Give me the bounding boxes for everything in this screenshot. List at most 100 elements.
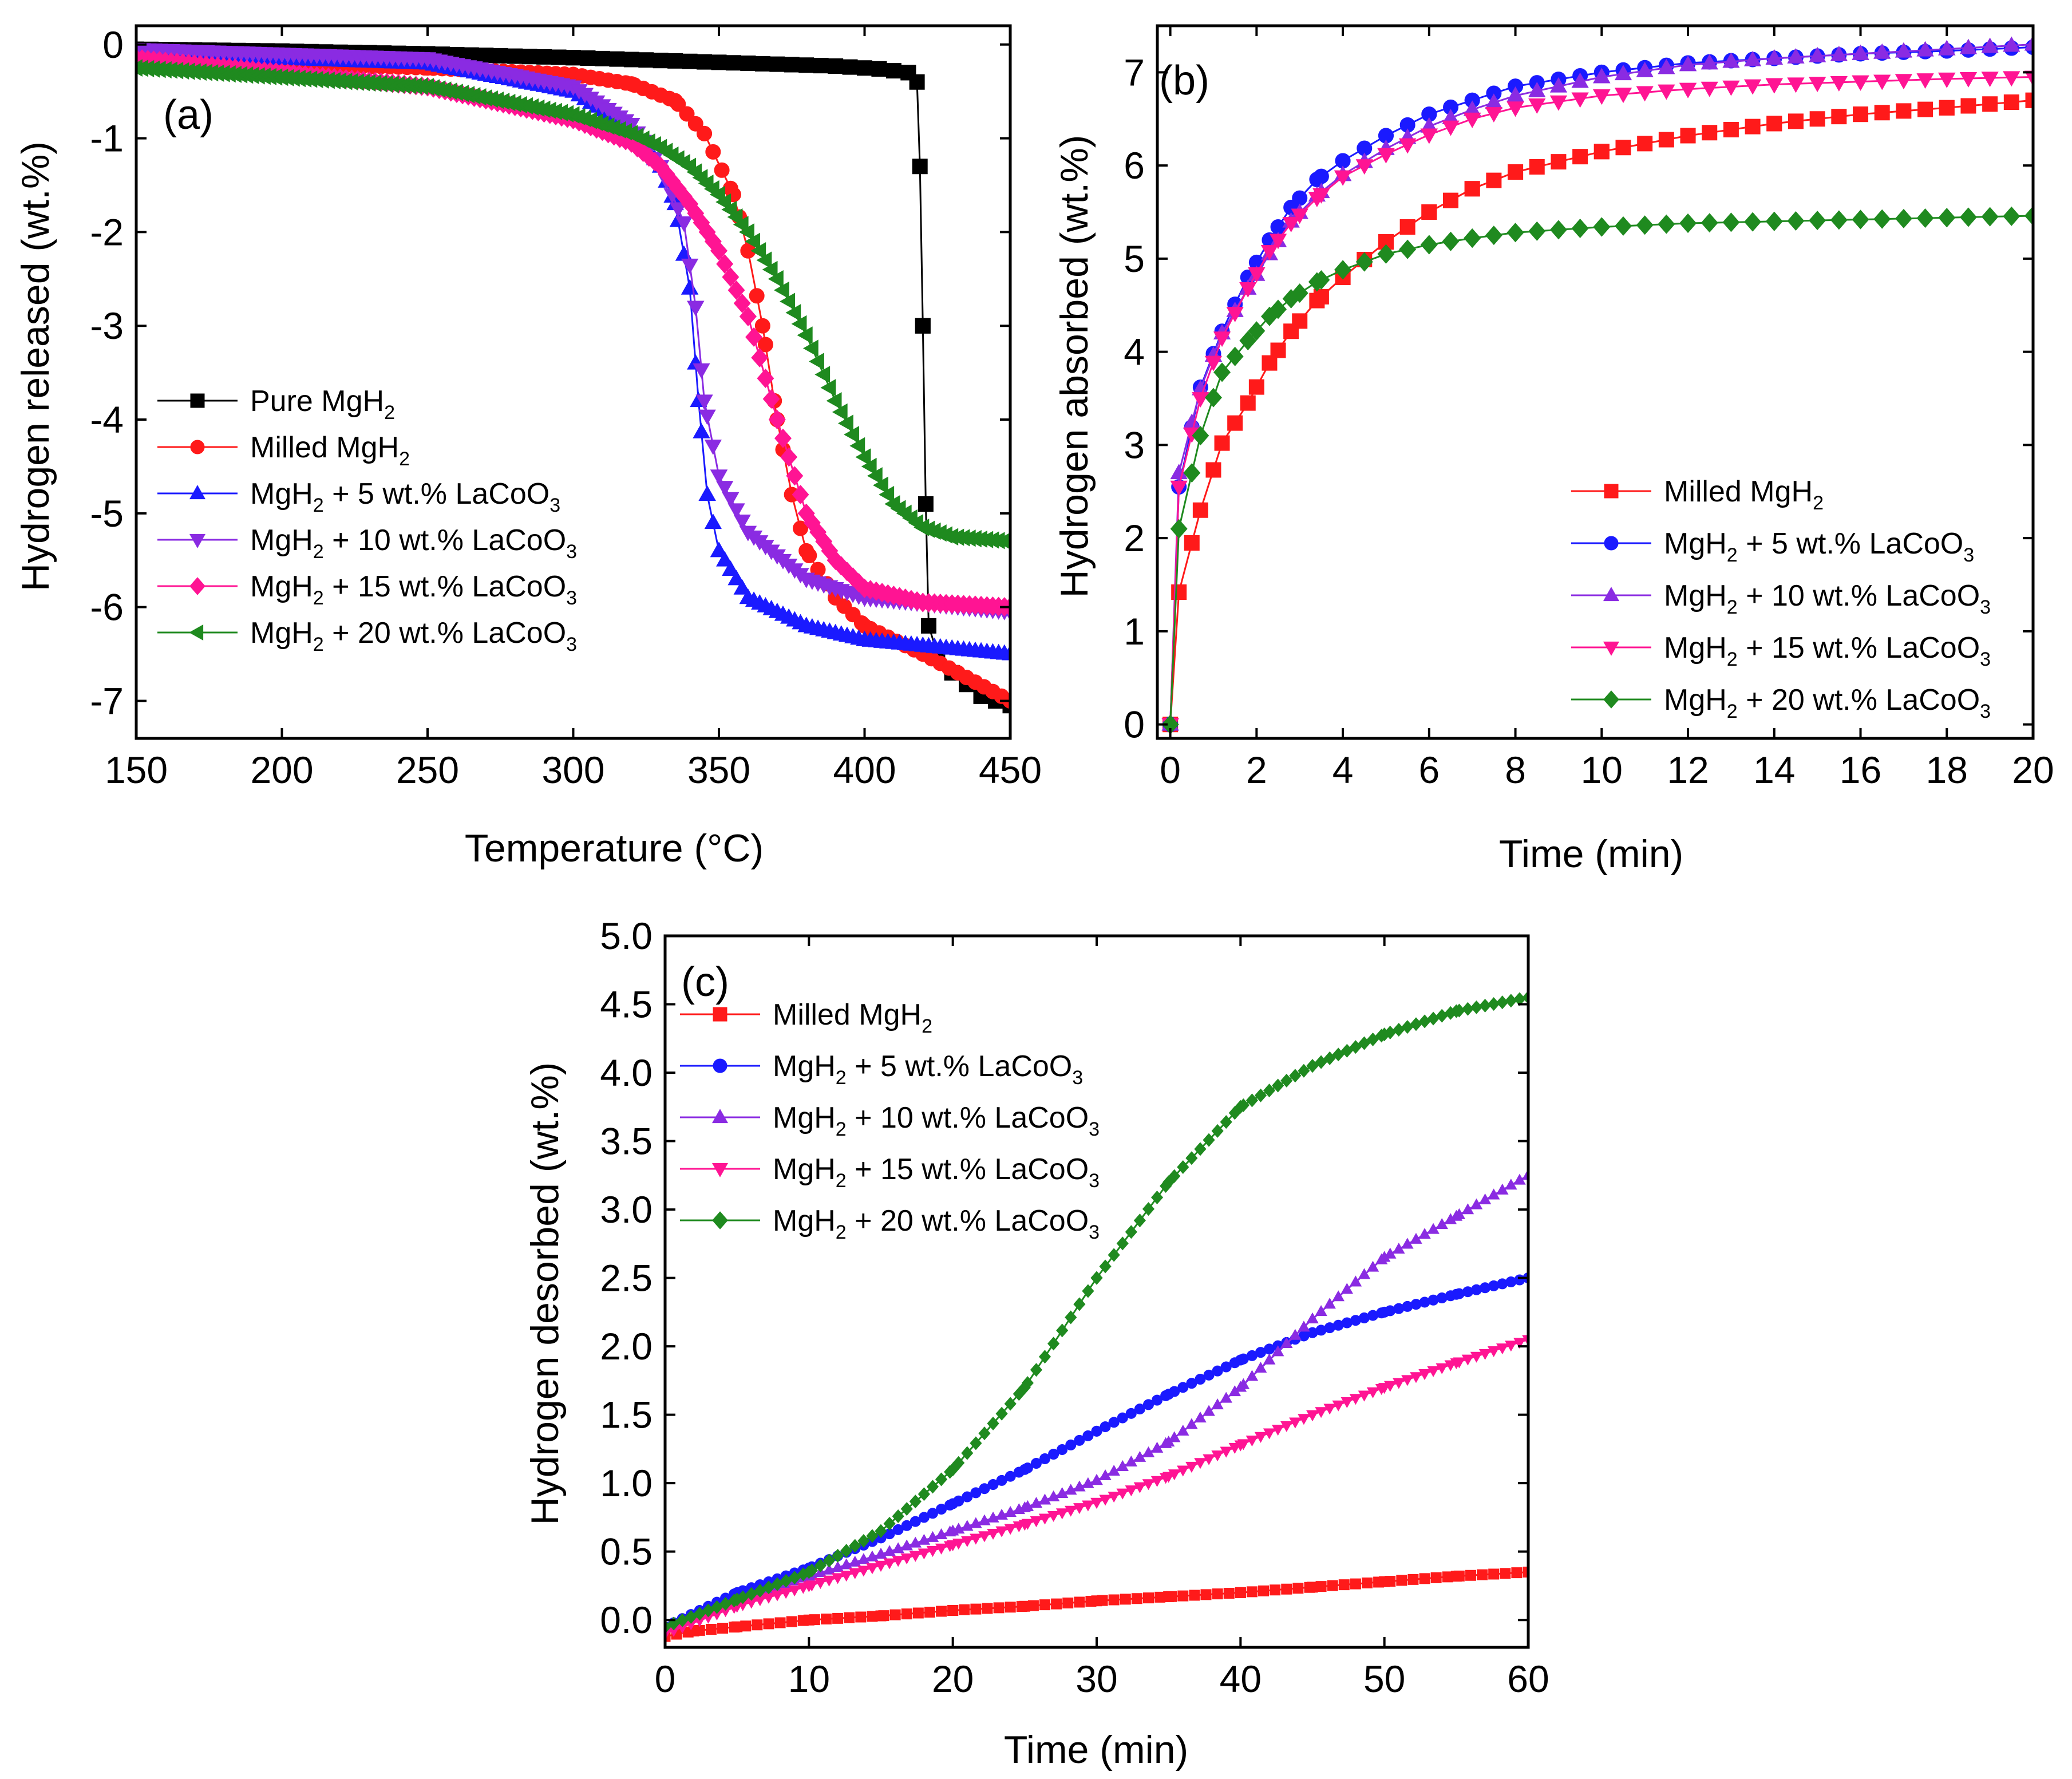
panel-a-series-3-point [687, 301, 705, 317]
panel-b-series-group [1161, 35, 2033, 734]
panel-a-series-0-point [521, 49, 537, 65]
panel-b-series-3-point [1701, 81, 1718, 97]
panel-b-y-tick-label: 6 [1124, 144, 1145, 187]
panel-c-series-3-point [1298, 1414, 1310, 1425]
panel-a-series-5-point [791, 315, 807, 333]
panel-c-series-3-point [892, 1556, 904, 1567]
panel-a-series-2-point [733, 579, 751, 595]
panel-c-x-tick-label: 10 [788, 1658, 830, 1700]
panel-a-plot: 150 200 250 300 350 400 450 0 -1 -2 -3 -4 -5 -6 -7 Pure… [90, 23, 1042, 791]
panel-b-series-0-point [1421, 204, 1437, 220]
panel-c-series-3-point [1099, 1495, 1112, 1506]
panel-c-series-0-point [1327, 1580, 1338, 1591]
panel-b-series-1-point [1313, 168, 1329, 184]
panel-b-series-3-point [1442, 120, 1460, 136]
panel-b-series-4-point [1291, 283, 1308, 303]
panel-a-series-4-point [768, 410, 786, 430]
panel-b-series-4-point [1571, 218, 1589, 238]
panel-c-series-4-point [1358, 1036, 1371, 1050]
panel-c-series-3-point [1505, 1341, 1517, 1352]
panel-c-series-3-point [840, 1571, 853, 1582]
panel-c-series-3-point [1125, 1485, 1138, 1497]
panel-b-series-3-point [1170, 480, 1188, 496]
panel-b-series-4-point [1916, 208, 1934, 228]
panel-c-series-4-point [1366, 1032, 1379, 1046]
panel-c-series-4-point [1272, 1078, 1284, 1093]
panel-a-series-4-point [727, 280, 745, 300]
panel-c-series-3-point [1323, 1404, 1336, 1415]
panel-b-series-1-point [1292, 190, 1308, 206]
panel-b-series-0-point [1615, 140, 1631, 156]
panel-c-y-axis-title: Hydrogen desorbed (wt.%) [523, 1062, 567, 1525]
panel-c-series-3-point [1047, 1511, 1060, 1522]
panel-b-series-0-point [1292, 313, 1308, 329]
panel-c-y-tick-label: 1.5 [600, 1394, 653, 1436]
panel-c-series-0-point [1189, 1590, 1200, 1601]
panel-b-series-0-point [1680, 128, 1696, 144]
panel-a: 150 200 250 300 350 400 450 0 -1 -2 -3 -4 -5 -6 -7 Pure… [14, 23, 1042, 870]
panel-c-series-3-point [1341, 1397, 1354, 1409]
panel-b-series-4-point [1205, 388, 1222, 408]
panel-a-series-0-point [594, 50, 610, 66]
panel-b-series-0-point [1378, 234, 1394, 250]
panel-a-legend-marker [189, 485, 206, 500]
panel-b-y-tick-label: 4 [1124, 331, 1145, 373]
panel-c-series-4-point [1194, 1142, 1207, 1156]
panel-c-series-2-point [1323, 1298, 1336, 1309]
panel-c-series-4-point [1133, 1213, 1146, 1228]
panel-c-series-3-point [978, 1531, 991, 1543]
panel-a-series-0-point [754, 56, 770, 72]
panel-a-series-3-point [693, 363, 710, 379]
panel-b-y-tick-label: 7 [1124, 51, 1145, 93]
panel-a-y-tick-label: -7 [90, 679, 124, 722]
panel-b-series-4-point [1809, 211, 1826, 231]
panel-c-series-2-point [1263, 1353, 1276, 1365]
panel-c-y-tick-label: 3.5 [600, 1120, 653, 1163]
panel-c-series-2-point [1315, 1305, 1327, 1317]
panel-b-y-tick-label: 5 [1124, 238, 1145, 280]
panel-c-series-3-point [883, 1558, 896, 1570]
panel-c-legend-label: MgH2 + 5 wt.% LaCoO3 [773, 1050, 1083, 1089]
panel-b-series-0-point [1572, 149, 1588, 165]
panel-c-series-4-point [1211, 1124, 1224, 1138]
panel-a-series-5-point [802, 339, 818, 357]
panel-a-series-5-point [873, 476, 888, 494]
panel-a-y-tick-label: -6 [90, 586, 124, 628]
panel-c-y-tick-label: 4.5 [600, 983, 653, 1026]
panel-c-series-2-point [1090, 1474, 1103, 1485]
panel-c-legend-label: MgH2 + 20 wt.% LaCoO3 [773, 1204, 1100, 1243]
panel-a-series-4-point [722, 267, 740, 287]
panel-c-series-0-point [1270, 1584, 1281, 1596]
panel-c-series-3-point [1513, 1338, 1526, 1349]
panel-c-series-0-point [1385, 1576, 1396, 1587]
panel-c-series-4-point [1245, 1093, 1259, 1108]
panel-c-y-tick-label: 0.5 [600, 1531, 653, 1573]
panel-c-series-0-point [1223, 1588, 1235, 1599]
panel-a-series-5-point [837, 414, 853, 432]
panel-c-series-0-point [763, 1618, 774, 1630]
panel-c-legend-item: Milled MgH2 [680, 998, 932, 1037]
panel-c-series-4-point [909, 1495, 922, 1509]
panel-c-series-3-point [1150, 1476, 1164, 1487]
panel-a-series-0-point [885, 63, 901, 79]
panel-c-series-4-point [1263, 1084, 1276, 1098]
panel-c-series-3-point [1082, 1500, 1094, 1512]
panel-c-series-0-point [1200, 1589, 1212, 1600]
panel-c-series-3-point [1263, 1428, 1276, 1440]
panel-b-series-0 [1162, 92, 2033, 733]
panel-c-series-3-point [961, 1536, 974, 1547]
panel-c-series-1-point [1039, 1453, 1051, 1465]
panel-c-legend-item: MgH2 + 5 wt.% LaCoO3 [680, 1050, 1083, 1089]
panel-c-series-3-point [1254, 1432, 1267, 1443]
panel-b-x-tick-label: 0 [1160, 749, 1181, 791]
panel-c-series-0-point [740, 1620, 752, 1632]
panel-a-legend-label: MgH2 + 20 wt.% LaCoO3 [250, 616, 577, 655]
panel-c-series-2-point [1271, 1345, 1284, 1357]
panel-a-legend-item: MgH2 + 20 wt.% LaCoO3 [157, 616, 577, 655]
panel-a-series-5-point [756, 251, 772, 269]
panel-a-series-5-point [867, 467, 883, 485]
panel-c-series-0-point [832, 1612, 844, 1624]
panel-a-legend-label: Pure MgH2 [250, 385, 395, 424]
panel-c-series-0-point [1074, 1596, 1085, 1608]
panel-b-series-4-point [1679, 214, 1697, 234]
